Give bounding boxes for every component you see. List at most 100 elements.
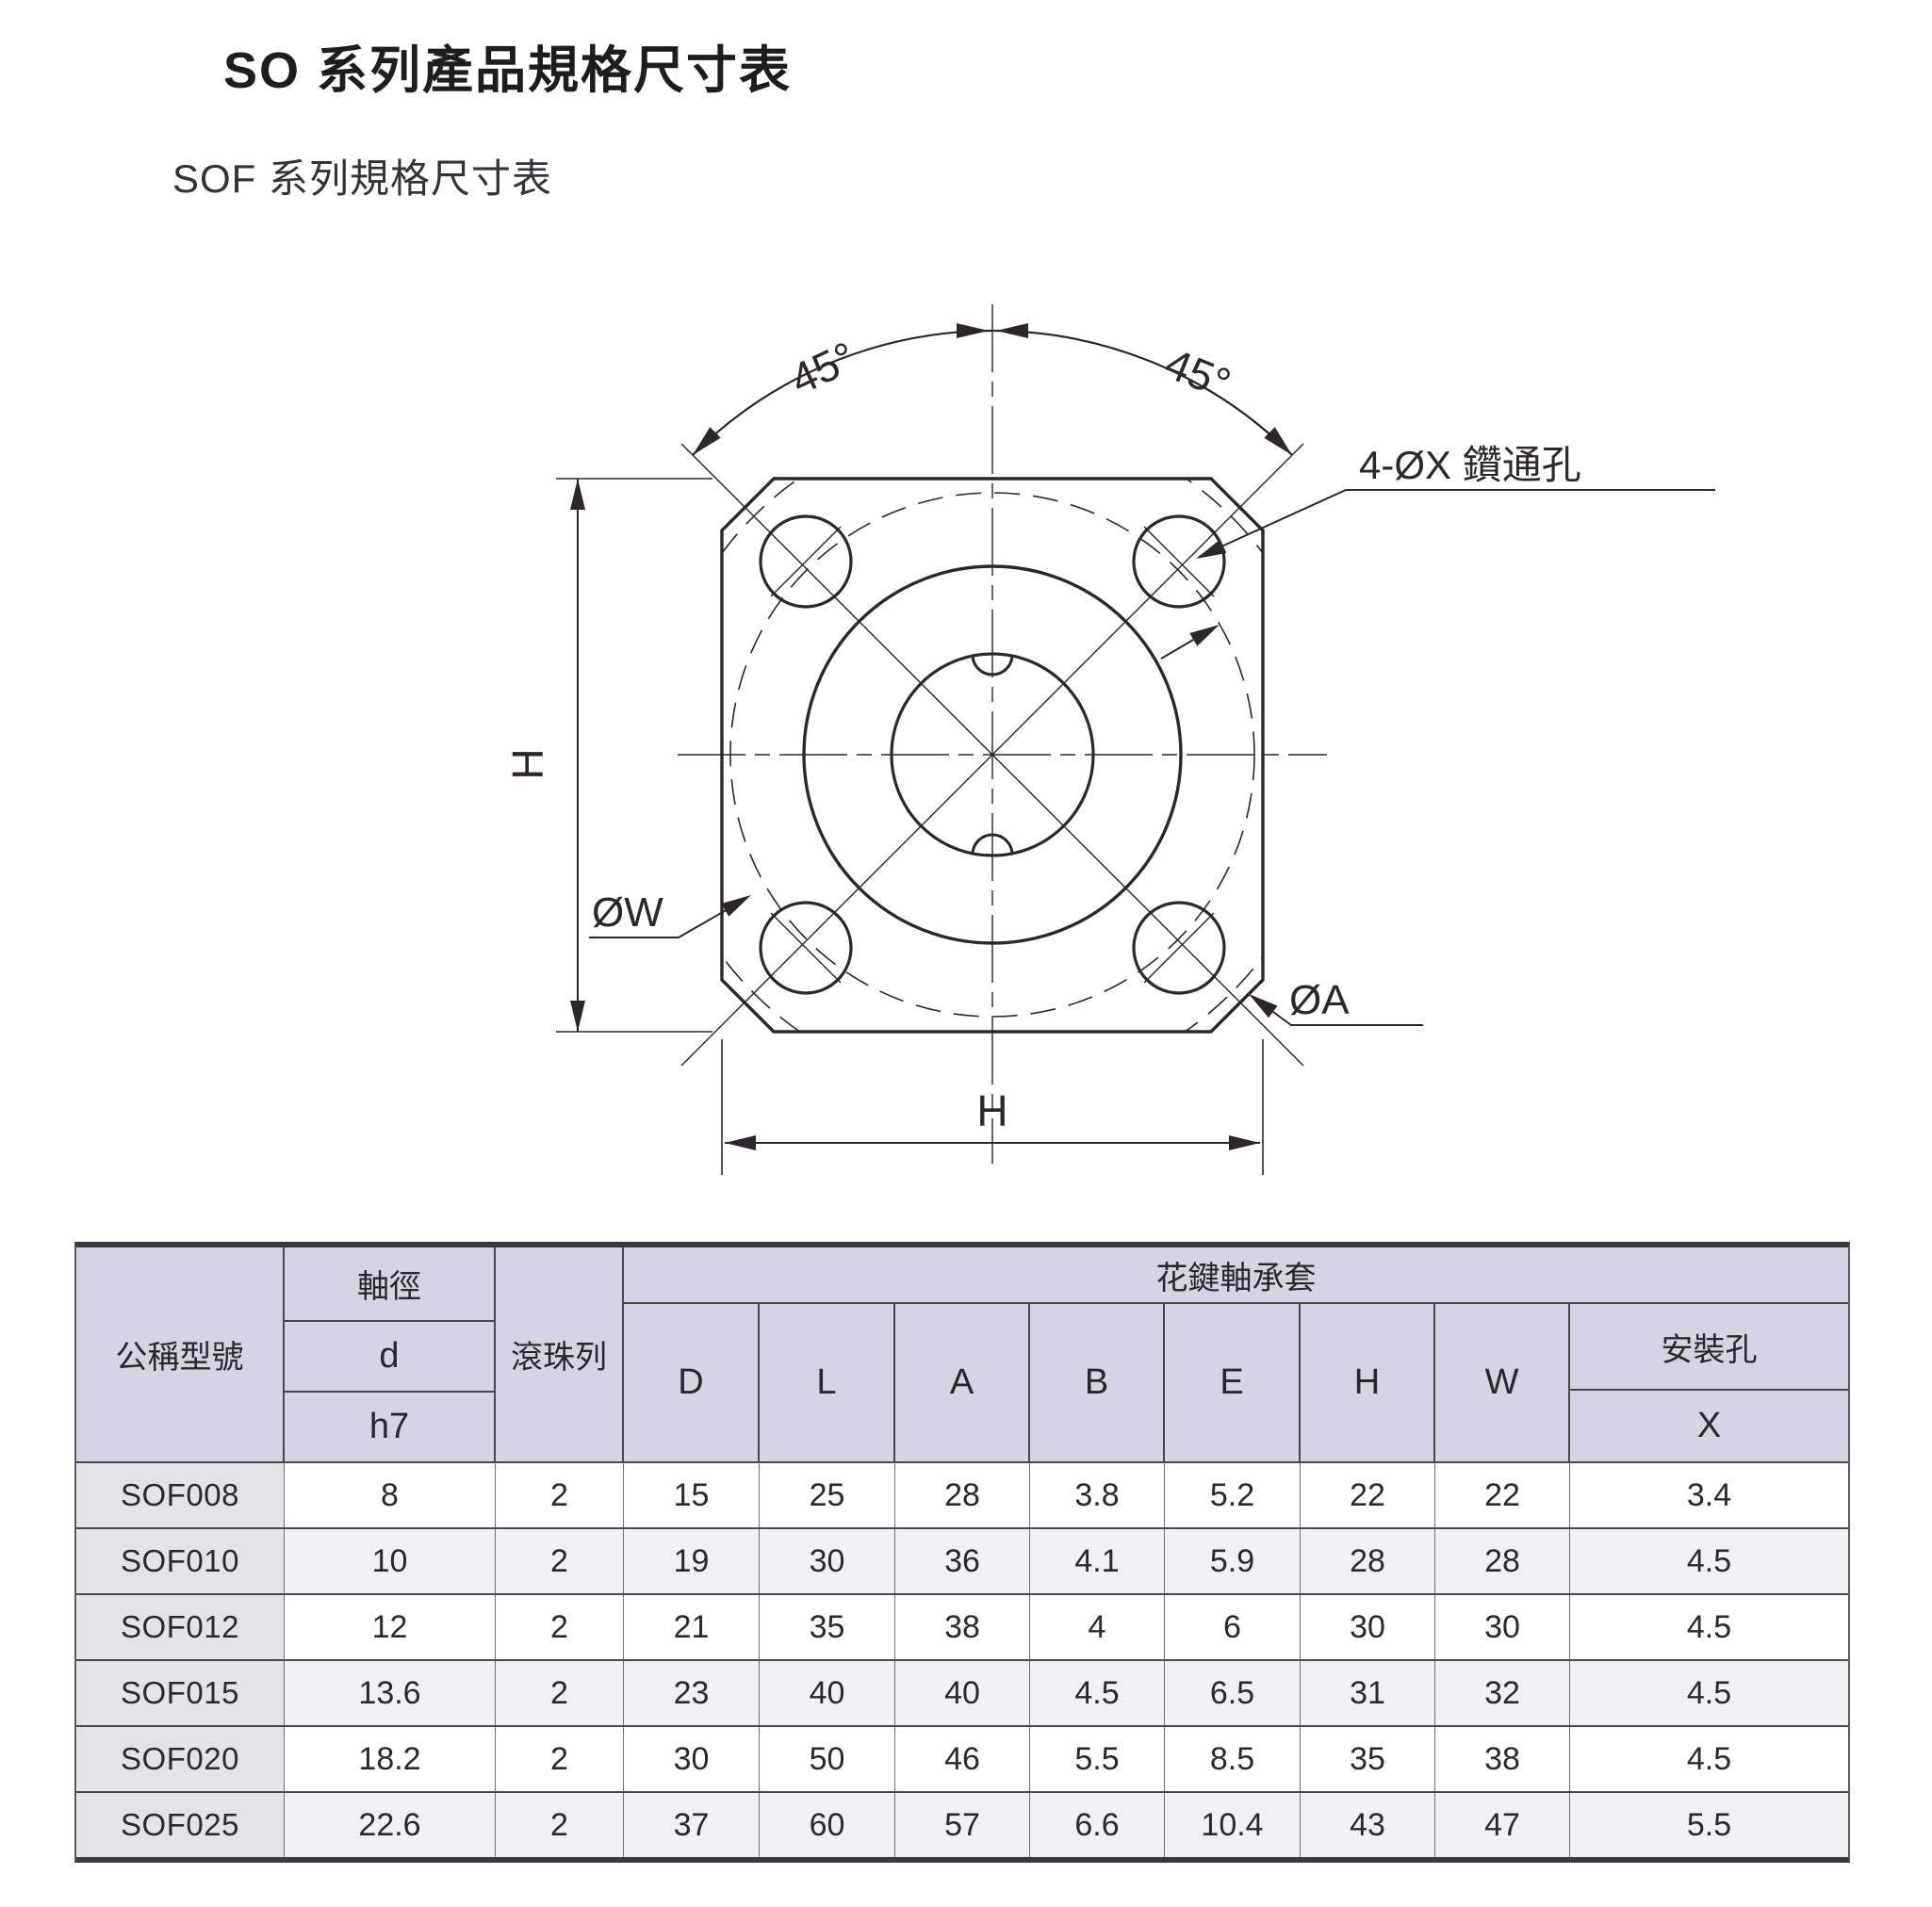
dimension-arrows <box>570 323 1292 1150</box>
height-dim-label: H <box>503 748 552 779</box>
cell-D: 23 <box>624 1661 760 1725</box>
arrow-bolt-circle-far <box>1189 625 1220 646</box>
cell-B: 5.5 <box>1030 1727 1165 1791</box>
width-dim-label: H <box>976 1086 1007 1135</box>
cell-X: 4.5 <box>1686 1608 1732 1645</box>
cell-E: 6.5 <box>1165 1661 1301 1725</box>
hole-tick-bottom-left <box>770 912 842 984</box>
flange-geometry <box>556 304 1715 1175</box>
section-subtitle: SOF 系列規格尺寸表 <box>172 156 553 201</box>
header-dim-A: A <box>895 1304 1030 1461</box>
table-row: SOF020 18.2 2 30 50 46 5.5 8.5 35 38 4.5 <box>76 1725 1848 1791</box>
cell-E: 8.5 <box>1165 1727 1301 1791</box>
cell-model: SOF025 <box>76 1793 285 1857</box>
cell-L: 30 <box>760 1529 895 1593</box>
cell-balls: 2 <box>496 1595 624 1659</box>
cell-d: 10 <box>285 1529 496 1593</box>
cell-L: 40 <box>760 1661 895 1725</box>
angle-arc-right <box>991 329 1293 456</box>
cell-balls: 2 <box>496 1529 624 1593</box>
header-dim-D: D <box>624 1304 760 1461</box>
cell-L: 60 <box>760 1793 895 1857</box>
cell-H: 22 <box>1301 1463 1435 1527</box>
arrow-width-right <box>1229 1135 1260 1150</box>
cell-B: 4.1 <box>1030 1529 1165 1593</box>
header-shaft-dia: 軸徑 <box>285 1247 496 1322</box>
cell-H: 28 <box>1301 1529 1435 1593</box>
cell-W: 28 <box>1435 1529 1570 1593</box>
cell-d: 18.2 <box>285 1727 496 1791</box>
cell-model: SOF012 <box>76 1595 285 1659</box>
angle-label-left: 45° <box>783 332 863 404</box>
cell-model: SOF008 <box>76 1463 285 1527</box>
cell-A: 40 <box>895 1661 1030 1725</box>
spec-table-body: SOF008 8 2 15 25 28 3.8 5.2 22 22 3.4 SO… <box>76 1461 1848 1857</box>
hole-tick-top-left <box>770 526 842 597</box>
cell-B: 6.6 <box>1030 1793 1165 1857</box>
cell-model: SOF010 <box>76 1529 285 1593</box>
table-row: SOF012 12 2 21 35 38 4 6 30 30 4.5 <box>76 1593 1848 1659</box>
spec-table-header: 公稱型號 軸徑 d h7 滾珠列 花鍵軸承套 D L A B E H W 安裝孔… <box>76 1247 1848 1461</box>
table-row: SOF010 10 2 19 30 36 4.1 5.9 28 28 4.5 <box>76 1527 1848 1593</box>
header-dim-W: W <box>1435 1304 1570 1461</box>
cell-D: 19 <box>624 1529 760 1593</box>
cell-d: 8 <box>285 1463 496 1527</box>
arrow-holes-note <box>1196 539 1227 559</box>
arrow-angle-left-end <box>693 427 721 455</box>
page-title: SO 系列產品規格尺寸表 <box>223 42 793 99</box>
body-dia-label: ØA <box>1289 977 1350 1023</box>
cell-E: 6 <box>1165 1595 1301 1659</box>
cell-A: 38 <box>895 1595 1030 1659</box>
leader-holes-note <box>1198 489 1715 558</box>
header-mount-hole: 安裝孔 <box>1570 1304 1848 1391</box>
header-shaft-tol: h7 <box>285 1393 496 1461</box>
cell-L: 50 <box>760 1727 895 1791</box>
cell-model: SOF015 <box>76 1661 285 1725</box>
cell-balls: 2 <box>496 1793 624 1857</box>
arrow-height-bottom <box>570 1001 585 1032</box>
flange-outline <box>720 477 1265 1034</box>
spec-table: 公稱型號 軸徑 d h7 滾珠列 花鍵軸承套 D L A B E H W 安裝孔… <box>74 1242 1850 1863</box>
cell-W: 22 <box>1435 1463 1570 1527</box>
cell-X: 3.4 <box>1686 1476 1732 1513</box>
arrow-bolt-circle <box>721 895 751 917</box>
cell-E: 5.2 <box>1165 1463 1301 1527</box>
bolt-hole-bottom-left <box>759 901 853 995</box>
cell-E: 10.4 <box>1165 1793 1301 1857</box>
header-model: 公稱型號 <box>76 1247 285 1461</box>
cell-A: 28 <box>895 1463 1030 1527</box>
angle-arc-left <box>692 329 993 456</box>
arrow-angle-top-left <box>957 323 989 338</box>
header-ball-rows: 滾珠列 <box>496 1247 624 1461</box>
cell-L: 35 <box>760 1595 895 1659</box>
holes-note-label: 4-ØX 鑽通孔 <box>1359 443 1581 487</box>
cell-D: 21 <box>624 1595 760 1659</box>
cell-A: 46 <box>895 1727 1030 1791</box>
cell-X: 4.5 <box>1686 1674 1732 1711</box>
angle-label-right: 45° <box>1158 338 1237 408</box>
arrow-width-left <box>725 1135 756 1150</box>
cell-B: 4 <box>1030 1595 1165 1659</box>
header-shaft-d: d <box>285 1322 496 1393</box>
arrow-body-dia <box>1249 994 1278 1019</box>
bolt-hole-top-left <box>759 514 853 609</box>
cell-H: 43 <box>1301 1793 1435 1857</box>
flange-technical-drawing: 45° 45° H H ØW ØA 4-ØX 鑽通孔 <box>503 304 1715 1175</box>
cell-D: 30 <box>624 1727 760 1791</box>
cell-W: 38 <box>1435 1727 1570 1791</box>
hole-tick-top-right <box>1143 526 1215 597</box>
cell-balls: 2 <box>496 1661 624 1725</box>
header-dim-L: L <box>760 1304 895 1461</box>
cell-balls: 2 <box>496 1463 624 1527</box>
cell-d: 13.6 <box>285 1661 496 1725</box>
cell-H: 35 <box>1301 1727 1435 1791</box>
leader-bolt-circle <box>589 897 748 938</box>
cell-balls: 2 <box>496 1727 624 1791</box>
table-row: SOF008 8 2 15 25 28 3.8 5.2 22 22 3.4 <box>76 1461 1848 1527</box>
table-row: SOF015 13.6 2 23 40 40 4.5 6.5 31 32 4.5 <box>76 1659 1848 1725</box>
cell-X: 5.5 <box>1686 1806 1732 1843</box>
cell-L: 25 <box>760 1463 895 1527</box>
arrow-angle-top-right <box>996 323 1028 338</box>
cell-D: 15 <box>624 1463 760 1527</box>
